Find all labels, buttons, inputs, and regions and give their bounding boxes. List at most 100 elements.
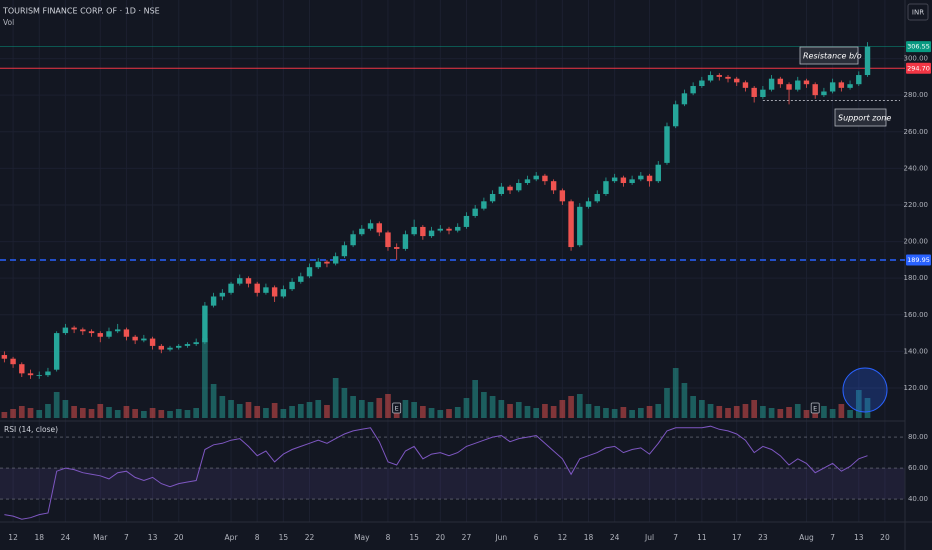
candle-body xyxy=(263,287,269,293)
x-tick-label: 15 xyxy=(409,533,419,542)
currency[interactable]: INR xyxy=(912,9,924,17)
volume-bar xyxy=(297,404,304,418)
volume-bar xyxy=(576,394,583,418)
candle-body xyxy=(36,375,42,376)
volume-bar xyxy=(515,402,522,418)
volume-bar xyxy=(821,406,827,418)
volume-bar xyxy=(637,408,644,418)
volume-bar xyxy=(803,410,810,418)
candle-body xyxy=(149,338,156,346)
candle-body xyxy=(812,84,818,96)
volume-bar xyxy=(97,404,104,418)
x-tick-label: 15 xyxy=(279,533,289,542)
candle-body xyxy=(577,206,583,246)
candle-body xyxy=(524,179,531,184)
candle-body xyxy=(690,86,696,94)
candle-body xyxy=(289,281,295,290)
candle-body xyxy=(646,175,653,182)
candle-body xyxy=(716,75,722,77)
volume-bar xyxy=(559,400,566,418)
volume-bar xyxy=(463,398,470,418)
x-tick-label: 18 xyxy=(34,533,44,542)
x-tick-label: 13 xyxy=(148,533,158,542)
volume-bar xyxy=(411,402,417,418)
volume-bar xyxy=(88,409,95,418)
volume-bar xyxy=(611,409,618,418)
volume-bar xyxy=(829,409,836,418)
volume-bar xyxy=(760,406,766,418)
volume-bar xyxy=(245,402,252,418)
y-tick-label: 240.00 xyxy=(904,164,929,172)
volume-bar xyxy=(568,396,574,418)
candle-body xyxy=(699,80,705,87)
annotation: Resistance b/o xyxy=(803,52,862,61)
x-tick-label: 13 xyxy=(854,533,864,542)
x-tick-label: 6 xyxy=(534,533,539,542)
volume-bar xyxy=(777,409,784,418)
candle-body xyxy=(359,228,365,235)
candle-body xyxy=(97,333,103,337)
volume-bar xyxy=(141,411,147,418)
candle-body xyxy=(176,345,182,348)
x-tick-label: 24 xyxy=(610,533,620,542)
volume-bar xyxy=(254,406,261,418)
candle-body xyxy=(53,333,60,370)
volume-bar xyxy=(376,398,383,418)
volume-bar xyxy=(437,410,444,418)
event-label: E xyxy=(395,405,399,413)
candle-body xyxy=(167,347,173,350)
volume-bar xyxy=(498,400,505,418)
volume-bar xyxy=(733,406,740,418)
volume-bar xyxy=(742,404,749,418)
rsi-band xyxy=(0,468,905,500)
candle-body xyxy=(664,126,670,163)
candle-body xyxy=(672,104,679,127)
candle-body xyxy=(254,283,260,293)
volume-bar xyxy=(62,400,69,418)
candle-body xyxy=(106,331,112,337)
x-tick-label: 20 xyxy=(436,533,446,542)
candle-body xyxy=(228,283,234,293)
x-tick-label: Mar xyxy=(93,533,108,542)
volume-bar xyxy=(175,409,182,418)
volume-bar xyxy=(646,406,653,418)
candle-body xyxy=(367,223,374,229)
candle-body xyxy=(629,179,635,184)
volume-bar xyxy=(350,396,356,418)
candle-body xyxy=(498,186,505,194)
currency-box[interactable] xyxy=(907,3,929,21)
candle-body xyxy=(734,78,740,83)
candle-body xyxy=(481,201,487,209)
y-tick-label: 280.00 xyxy=(904,91,929,99)
y-tick-label: 120.00 xyxy=(904,384,929,392)
volume-bar xyxy=(53,392,60,418)
volume-bar xyxy=(446,409,452,418)
volume-bar xyxy=(847,410,853,418)
highlight-circle xyxy=(842,367,888,413)
volume-bar xyxy=(533,408,540,418)
symbol-title: TOURISM FINANCE CORP. OF · 1D · NSE xyxy=(2,7,160,16)
candle-body xyxy=(80,329,86,332)
volume-bar xyxy=(725,408,731,418)
volume-bar xyxy=(402,400,409,418)
volume-bar xyxy=(472,380,479,418)
y-tick-label: 200.00 xyxy=(904,238,929,246)
volume-bar xyxy=(655,404,662,418)
rsi-tick-label: 80.00 xyxy=(908,433,928,441)
volume-bar xyxy=(202,338,208,418)
volume-bar xyxy=(489,396,496,418)
candle-body xyxy=(864,46,871,76)
volume-bar xyxy=(699,400,705,418)
volume-bar xyxy=(751,400,758,418)
rsi-tick-label: 40.00 xyxy=(908,495,928,503)
candle-body xyxy=(306,267,313,277)
x-tick-label: 12 xyxy=(8,533,18,542)
x-tick-label: 7 xyxy=(830,533,835,542)
candle-body xyxy=(489,193,496,202)
candle-body xyxy=(193,342,199,345)
candle-body xyxy=(786,84,792,90)
y-tick-label: 260.00 xyxy=(904,128,929,136)
x-tick-label: 20 xyxy=(880,533,890,542)
volume-bar xyxy=(45,404,51,418)
candle-body xyxy=(123,329,130,337)
